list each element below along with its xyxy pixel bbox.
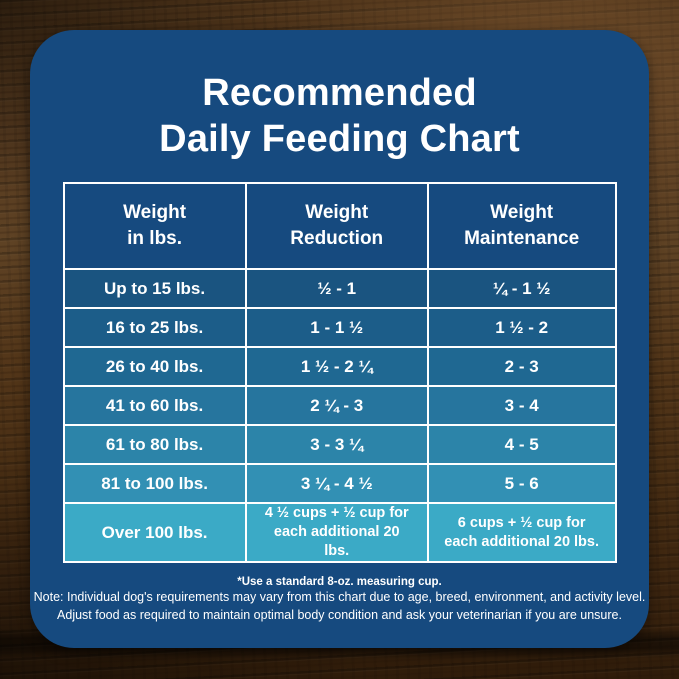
table-header-row: Weight in lbs. Weight Reduction Weight M… bbox=[62, 182, 617, 270]
page-title: Recommended Daily Feeding Chart bbox=[30, 70, 649, 162]
maintenance-cell: 3 - 4 bbox=[426, 385, 617, 426]
table-row: 61 to 80 lbs. 3 - 3 ¼ 4 - 5 bbox=[62, 424, 617, 465]
measuring-cup-note: *Use a standard 8-oz. measuring cup. bbox=[237, 576, 442, 588]
disclaimer-line-2: Adjust food as required to maintain opti… bbox=[57, 607, 622, 622]
header-maintenance: Weight Maintenance bbox=[426, 182, 617, 270]
header-weight-line2: in lbs. bbox=[127, 228, 183, 249]
disclaimer-line-1: Note: Individual dog's requirements may … bbox=[33, 590, 646, 604]
feeding-chart-card: Recommended Daily Feeding Chart Weight i… bbox=[30, 30, 649, 648]
weight-cell: 26 to 40 lbs. bbox=[62, 346, 247, 387]
header-reduction-line1: Weight bbox=[305, 202, 369, 223]
weight-cell: Up to 15 lbs. bbox=[62, 268, 247, 309]
reduction-cell: 3 - 3 ¼ bbox=[244, 424, 429, 465]
title-line-1: Recommended bbox=[202, 72, 477, 114]
weight-cell: Over 100 lbs. bbox=[62, 502, 247, 563]
reduction-cell: 4 ½ cups + ½ cup for each additional 20 … bbox=[244, 502, 429, 563]
table-row: 41 to 60 lbs. 2 ¼ - 3 3 - 4 bbox=[62, 385, 617, 426]
header-reduction-line2: Reduction bbox=[290, 228, 384, 249]
table-row: 81 to 100 lbs. 3 ¼ - 4 ½ 5 - 6 bbox=[62, 463, 617, 504]
footnotes: *Use a standard 8-oz. measuring cup. Not… bbox=[30, 576, 649, 623]
table-row: Over 100 lbs. 4 ½ cups + ½ cup for each … bbox=[62, 502, 617, 563]
reduction-cell: 3 ¼ - 4 ½ bbox=[244, 463, 429, 504]
weight-cell: 81 to 100 lbs. bbox=[62, 463, 247, 504]
maintenance-cell: ¼ - 1 ½ bbox=[426, 268, 617, 309]
maintenance-cell: 1 ½ - 2 bbox=[426, 307, 617, 348]
maintenance-cell: 5 - 6 bbox=[426, 463, 617, 504]
table-row: 26 to 40 lbs. 1 ½ - 2 ¼ 2 - 3 bbox=[62, 346, 617, 387]
reduction-cell: 2 ¼ - 3 bbox=[244, 385, 429, 426]
reduction-cell: 1 - 1 ½ bbox=[244, 307, 429, 348]
header-reduction: Weight Reduction bbox=[244, 182, 429, 270]
weight-cell: 16 to 25 lbs. bbox=[62, 307, 247, 348]
header-maintenance-line1: Weight bbox=[490, 202, 554, 223]
weight-cell: 41 to 60 lbs. bbox=[62, 385, 247, 426]
maintenance-cell: 6 cups + ½ cup for each additional 20 lb… bbox=[426, 502, 617, 563]
reduction-cell: ½ - 1 bbox=[244, 268, 429, 309]
table-row: Up to 15 lbs. ½ - 1 ¼ - 1 ½ bbox=[62, 268, 617, 309]
maintenance-cell: 2 - 3 bbox=[426, 346, 617, 387]
title-line-2: Daily Feeding Chart bbox=[159, 118, 520, 160]
reduction-cell: 1 ½ - 2 ¼ bbox=[244, 346, 429, 387]
maintenance-cell: 4 - 5 bbox=[426, 424, 617, 465]
weight-cell: 61 to 80 lbs. bbox=[62, 424, 247, 465]
header-weight: Weight in lbs. bbox=[62, 182, 247, 270]
table-row: 16 to 25 lbs. 1 - 1 ½ 1 ½ - 2 bbox=[62, 307, 617, 348]
header-maintenance-line2: Maintenance bbox=[464, 228, 580, 249]
feeding-table: Weight in lbs. Weight Reduction Weight M… bbox=[62, 182, 617, 563]
header-weight-line1: Weight bbox=[123, 202, 187, 223]
